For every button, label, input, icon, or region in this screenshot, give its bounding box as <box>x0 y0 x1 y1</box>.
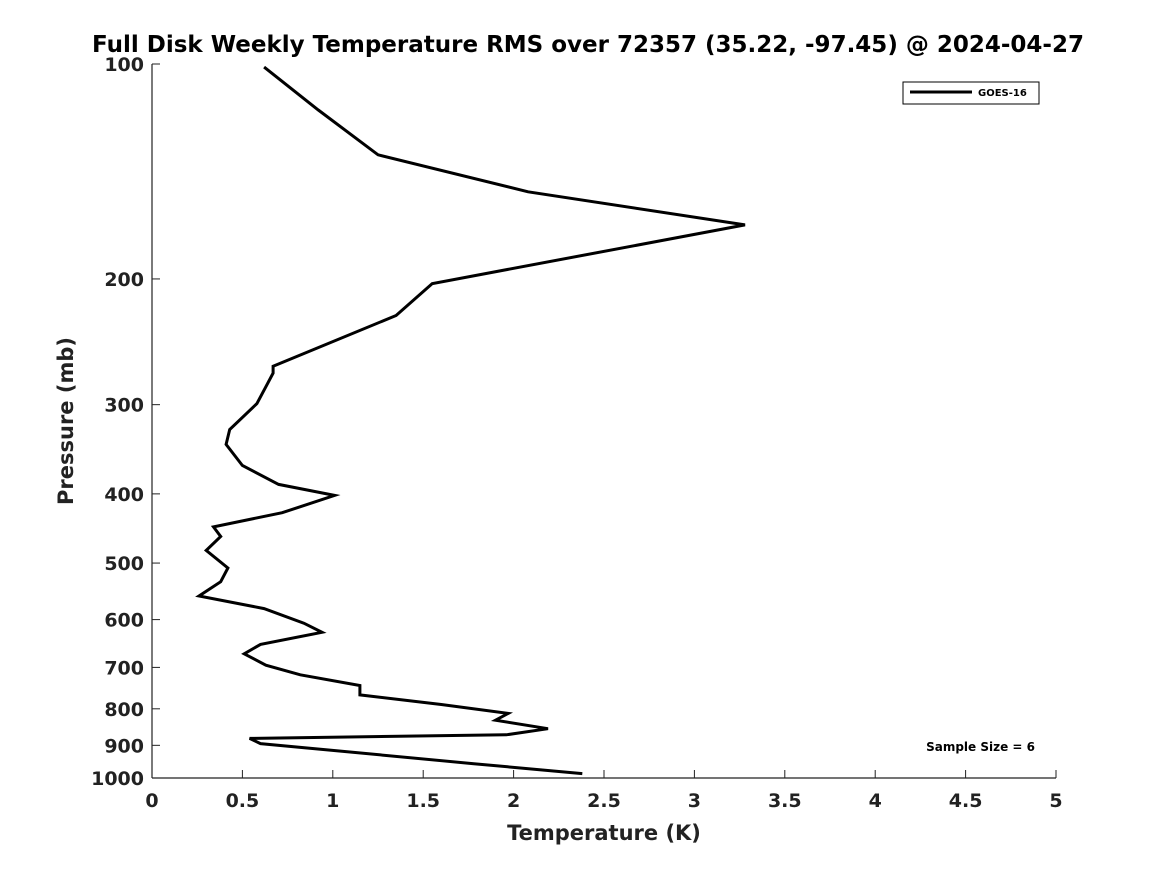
x-axis-ticks: 0 0.5 1 1.5 2 2.5 3 3.5 4 4.5 5 <box>145 770 1063 812</box>
x-tick-label: 2.5 <box>587 790 621 812</box>
plot-area-frame <box>152 64 1056 778</box>
y-tick-label: 700 <box>104 657 144 679</box>
y-tick-label: 300 <box>104 395 144 417</box>
x-tick-label: 2 <box>507 790 520 812</box>
y-tick-label: 600 <box>104 610 144 632</box>
y-axis-ticks: 100 200 300 400 500 600 700 800 900 1000 <box>91 54 160 790</box>
x-tick-label: 4 <box>869 790 882 812</box>
y-tick-label: 400 <box>104 484 144 506</box>
y-tick-label: 500 <box>104 553 144 575</box>
x-tick-label: 0.5 <box>226 790 260 812</box>
x-tick-label: 3 <box>688 790 701 812</box>
y-tick-label: 100 <box>104 54 144 76</box>
y-axis-label: Pressure (mb) <box>54 337 78 505</box>
x-tick-label: 1 <box>326 790 339 812</box>
x-tick-label: 0 <box>145 790 158 812</box>
x-tick-label: 1.5 <box>406 790 440 812</box>
x-axis-label: Temperature (K) <box>507 821 701 845</box>
x-tick-label: 4.5 <box>949 790 983 812</box>
legend-label-goes-16: GOES-16 <box>978 88 1027 99</box>
chart-title: Full Disk Weekly Temperature RMS over 72… <box>92 32 1084 58</box>
y-tick-label: 900 <box>104 735 144 757</box>
sample-size-annotation: Sample Size = 6 <box>926 740 1035 754</box>
y-tick-label: 800 <box>104 699 144 721</box>
x-tick-label: 3.5 <box>768 790 802 812</box>
series-layer <box>195 65 746 776</box>
y-tick-label: 200 <box>104 269 144 291</box>
legend: GOES-16 <box>902 81 1040 105</box>
x-tick-label: 5 <box>1049 790 1062 812</box>
y-tick-label: 1000 <box>91 768 144 790</box>
